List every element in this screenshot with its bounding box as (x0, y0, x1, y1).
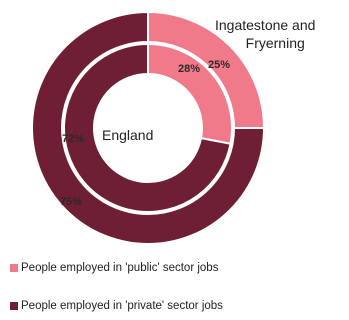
value-label-outer-public: 25% (208, 59, 230, 71)
inner-ring-england (63, 42, 233, 213)
value-label-inner-public: 28% (178, 63, 200, 75)
value-label-inner-private: 72% (62, 133, 84, 145)
outer-series-label-line2: Fryerning (245, 35, 305, 51)
inner-ring-slice-private (63, 42, 232, 213)
legend-swatch-public (10, 264, 18, 272)
outer-ring-ingatestone (31, 10, 266, 245)
inner-series-label: England (102, 127, 154, 143)
legend-item-private: People employed in 'private' sector jobs (10, 300, 223, 312)
outer-series-label: Ingatestone and Fryerning (215, 16, 315, 52)
slice-value-labels: 25% 75% 28% 72% (60, 59, 230, 208)
legend-label-private: People employed in 'private' sector jobs (21, 300, 223, 312)
value-label-outer-private: 75% (60, 196, 82, 208)
outer-ring-slice-private (31, 10, 266, 245)
outer-series-label-line1: Ingatestone and (215, 17, 316, 33)
legend-item-public: People employed in 'public' sector jobs (10, 262, 218, 274)
legend-label-public: People employed in 'public' sector jobs (21, 262, 219, 274)
legend-swatch-private (10, 302, 18, 310)
